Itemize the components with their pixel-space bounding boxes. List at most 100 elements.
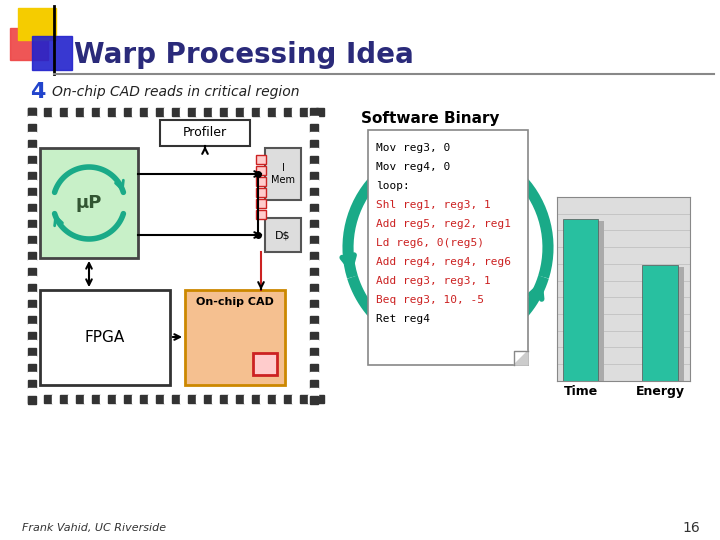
Bar — [256, 177, 266, 186]
Text: D$: D$ — [275, 230, 291, 240]
Bar — [260, 108, 268, 116]
Text: Ld reg6, 0(reg5): Ld reg6, 0(reg5) — [376, 238, 484, 248]
Bar — [268, 108, 276, 116]
Bar — [148, 395, 156, 403]
Bar — [316, 108, 324, 116]
Bar — [28, 348, 36, 356]
Bar — [116, 395, 124, 403]
Bar — [28, 132, 36, 140]
Bar — [236, 108, 244, 116]
Bar — [256, 166, 266, 175]
Bar — [310, 268, 318, 276]
Bar — [124, 108, 132, 116]
Text: On-chip CAD: On-chip CAD — [196, 297, 274, 307]
Bar — [276, 108, 284, 116]
Bar — [28, 380, 36, 388]
Bar — [292, 108, 300, 116]
Bar — [18, 8, 56, 40]
Bar — [204, 108, 212, 116]
Text: FPGA: FPGA — [85, 330, 125, 345]
Bar — [40, 290, 170, 385]
Bar — [265, 148, 301, 200]
Bar — [28, 332, 36, 340]
Bar — [310, 140, 318, 148]
Text: Shl reg1, reg3, 1: Shl reg1, reg3, 1 — [376, 200, 491, 210]
Bar — [292, 395, 300, 403]
Bar — [132, 108, 140, 116]
Bar — [28, 396, 36, 404]
Bar — [316, 395, 324, 403]
Bar — [256, 210, 266, 219]
Bar — [164, 395, 172, 403]
Bar — [28, 395, 36, 403]
Bar — [310, 324, 318, 332]
Bar — [28, 236, 36, 244]
Bar — [32, 36, 72, 70]
Bar — [28, 124, 36, 132]
Bar — [284, 395, 292, 403]
Bar — [260, 395, 268, 403]
Bar — [236, 395, 244, 403]
Bar — [310, 148, 318, 156]
Bar — [28, 316, 36, 324]
Bar — [300, 395, 308, 403]
Bar — [28, 196, 36, 204]
Bar — [220, 395, 228, 403]
Bar — [92, 395, 100, 403]
Bar — [68, 395, 76, 403]
Bar — [562, 219, 598, 381]
Text: 4: 4 — [30, 82, 45, 102]
Bar — [28, 140, 36, 148]
Text: Ret reg4: Ret reg4 — [376, 314, 430, 324]
Bar — [310, 220, 318, 228]
Bar — [140, 108, 148, 116]
Text: Mov reg4, 0: Mov reg4, 0 — [376, 162, 450, 172]
Bar — [310, 236, 318, 244]
Bar — [256, 199, 266, 208]
Bar — [310, 340, 318, 348]
Bar — [308, 108, 316, 116]
Text: Add reg4, reg4, reg6: Add reg4, reg4, reg6 — [376, 257, 511, 267]
Bar — [44, 395, 52, 403]
Text: I
Mem: I Mem — [271, 163, 295, 185]
Bar — [196, 395, 204, 403]
Bar — [310, 124, 318, 132]
Bar — [116, 108, 124, 116]
Bar — [284, 108, 292, 116]
Bar — [204, 395, 212, 403]
Bar — [124, 395, 132, 403]
Bar — [108, 395, 116, 403]
Bar — [28, 252, 36, 260]
Bar — [28, 308, 36, 316]
Bar — [648, 267, 684, 381]
Bar — [252, 395, 260, 403]
Bar — [68, 108, 76, 116]
Text: µP: µP — [76, 194, 102, 212]
Bar — [310, 316, 318, 324]
Bar — [28, 180, 36, 188]
Bar — [108, 108, 116, 116]
Bar — [28, 228, 36, 236]
Bar — [642, 265, 678, 381]
Bar — [180, 395, 188, 403]
Bar — [310, 156, 318, 164]
Bar — [28, 108, 36, 116]
Bar — [156, 395, 164, 403]
Bar — [28, 220, 36, 228]
Bar — [28, 364, 36, 372]
Bar — [228, 395, 236, 403]
Bar — [310, 372, 318, 380]
Bar — [220, 108, 228, 116]
Bar — [310, 172, 318, 180]
Bar — [300, 108, 308, 116]
Bar — [28, 156, 36, 164]
Bar — [310, 244, 318, 252]
Bar — [310, 292, 318, 300]
Bar — [310, 356, 318, 364]
Bar — [28, 324, 36, 332]
Bar — [36, 116, 310, 395]
Bar — [100, 108, 108, 116]
Bar — [10, 28, 48, 60]
Bar — [36, 108, 44, 116]
Bar — [196, 108, 204, 116]
